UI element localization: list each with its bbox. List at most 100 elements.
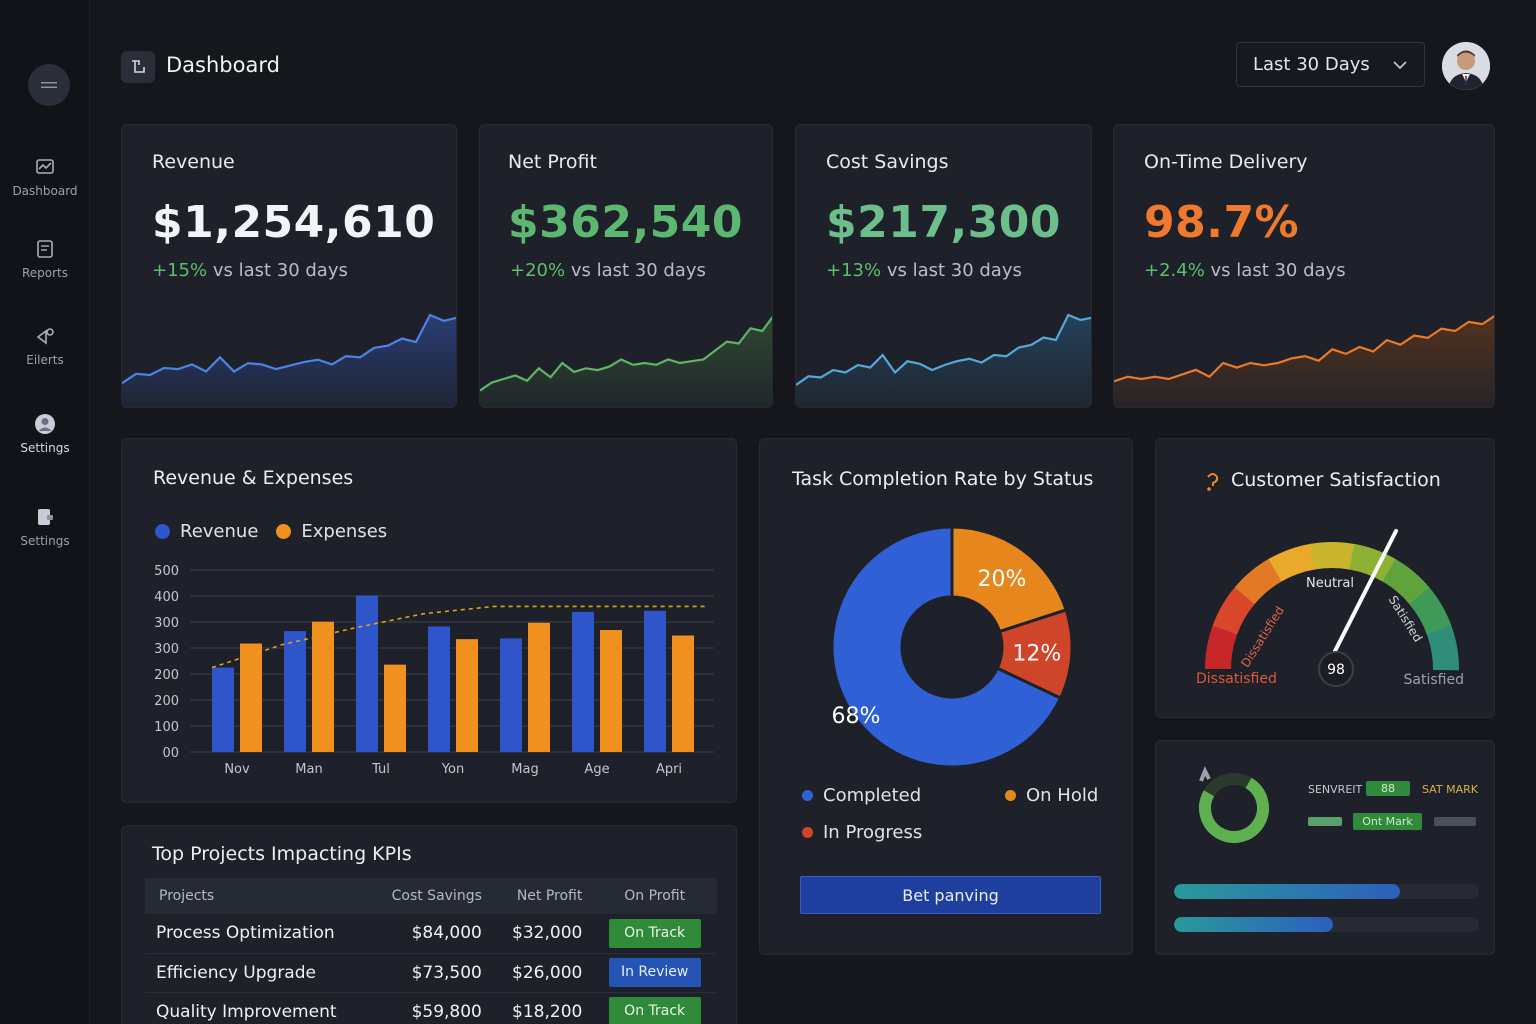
column-header: Cost Savings <box>369 878 492 914</box>
kpi-delta: +13% vs last 30 days <box>826 260 1022 281</box>
sidebar-item-dashboard[interactable]: Dashboard <box>0 156 90 198</box>
date-range-select[interactable]: Last 30 Days <box>1236 42 1425 87</box>
project-profit: $32,000 <box>491 914 593 954</box>
kpi-card-cost-savings: Cost Savings $217,300 +13% vs last 30 da… <box>795 124 1092 408</box>
column-header: Net Profit <box>491 878 593 914</box>
date-range-value: Last 30 Days <box>1253 54 1370 75</box>
gauge-segment <box>1268 543 1316 582</box>
bar-revenue <box>212 667 234 752</box>
kpi-delta: +15% vs last 30 days <box>152 260 348 281</box>
bar-expenses <box>600 630 622 752</box>
sparkline-line <box>122 313 456 385</box>
x-tick-label: Apri <box>656 762 682 777</box>
kpi-delta: +20% vs last 30 days <box>510 260 706 281</box>
progress-track-2 <box>1174 917 1479 932</box>
progress-ring <box>1199 766 1269 843</box>
kpi-title: Cost Savings <box>826 151 949 173</box>
project-savings: $73,500 <box>369 953 492 993</box>
kpi-title: Net Profit <box>508 151 597 173</box>
x-tick-label: Man <box>295 762 322 777</box>
trend-line <box>211 605 706 669</box>
donut-slice <box>950 525 1069 634</box>
y-tick-label: 200 <box>154 668 179 683</box>
menu-button[interactable] <box>28 64 70 106</box>
mini-bar-short <box>1308 817 1342 826</box>
legend-swatch <box>802 790 813 801</box>
sparkline-area <box>122 315 456 407</box>
legend-in-progress: In Progress <box>802 822 922 843</box>
sparkline-area <box>796 315 1091 407</box>
donut-label: 68% <box>832 704 881 729</box>
bar-expenses <box>240 643 262 752</box>
status-badge: In Review <box>608 958 701 987</box>
project-name: Efficiency Upgrade <box>145 953 370 993</box>
kpi-title: Revenue <box>152 151 235 173</box>
status-badge: On Track <box>608 997 701 1024</box>
kpi-card-on-time-delivery: On-Time Delivery 98.7% +2.4% vs last 30 … <box>1113 124 1495 408</box>
gauge-segment <box>1205 624 1238 669</box>
task-title: Task Completion Rate by Status <box>792 468 1094 490</box>
bar-chart: 00 100 200 200 300 300 400 500 Nov Man Tul Yon Mag Ag… <box>154 564 714 777</box>
y-tick-label: 200 <box>154 694 179 709</box>
mini-label: SENVREIT <box>1308 783 1363 796</box>
settings-icon <box>38 509 53 525</box>
kpi-sparkline <box>122 313 456 407</box>
table-row[interactable]: Efficiency Upgrade $73,500 $26,000 In Re… <box>145 953 717 993</box>
table-row[interactable]: Process Optimization $84,000 $32,000 On … <box>145 914 717 954</box>
kpi-delta-value: +2.4% <box>1144 260 1205 281</box>
alerts-icon <box>36 328 54 345</box>
task-action-button[interactable]: Bet panving <box>800 876 1101 914</box>
project-profit: $26,000 <box>491 953 593 993</box>
kpi-delta-value: +15% <box>152 260 208 281</box>
satisfaction-card: Customer Satisfaction Neutral Dissatisfie… <box>1155 438 1495 718</box>
sparkline-line <box>1114 315 1494 383</box>
sidebar-item-label: Reports <box>21 266 69 280</box>
gauge-segment <box>1382 559 1431 605</box>
sparkline-line <box>796 313 1091 386</box>
sparkline-area <box>1114 316 1494 407</box>
mini-stats-card: SENVREIT 88 SAT MARK Ont Mark <box>1155 740 1495 955</box>
page-title: Dashboard <box>166 53 280 77</box>
bar-expenses <box>528 622 550 752</box>
gauge-score: 98 <box>1327 662 1345 678</box>
sidebar-item-alerts[interactable]: Eilerts <box>0 325 90 367</box>
progress-track-1 <box>1174 884 1479 899</box>
kpi-card-net-profit: Net Profit $362,540 +20% vs last 30 days <box>479 124 773 408</box>
gauge-segment <box>1309 542 1356 570</box>
sidebar-item-label: Eilerts <box>26 353 64 367</box>
sidebar-item-label: Dashboard <box>12 184 78 198</box>
bar-revenue <box>356 595 378 752</box>
chart-legend: Revenue Expenses <box>155 521 387 542</box>
table-row[interactable]: Quality Improvement $59,800 $18,200 On T… <box>145 992 717 1024</box>
sidebar-item-profile-settings[interactable]: Settings <box>0 389 90 473</box>
gauge-segment <box>1409 587 1452 636</box>
mini-pill: Ont Mark <box>1353 813 1422 830</box>
y-tick-label: 300 <box>154 616 179 631</box>
gauge-segment <box>1234 558 1283 605</box>
legend-swatch <box>1005 790 1016 801</box>
sidebar-item-settings[interactable]: Settings <box>0 506 90 548</box>
reports-icon <box>37 240 53 258</box>
gauge-hub <box>1318 651 1354 687</box>
bar-expenses <box>672 635 694 752</box>
kpi-title: On-Time Delivery <box>1144 151 1308 173</box>
kpi-delta-text: vs last 30 days <box>207 260 348 281</box>
satisfaction-icon <box>1207 473 1219 491</box>
legend-label-revenue: Revenue <box>180 521 259 542</box>
chevron-down-icon <box>1393 60 1407 69</box>
avatar[interactable] <box>1442 42 1490 90</box>
kpi-sparkline <box>1114 315 1494 407</box>
profile-icon <box>35 414 55 434</box>
y-tick-label: 400 <box>154 590 179 605</box>
sidebar-item-reports[interactable]: Reports <box>0 238 90 280</box>
legend-label: Completed <box>823 785 922 806</box>
sidebar-item-label: Settings <box>20 534 70 548</box>
project-profit: $18,200 <box>491 992 593 1024</box>
app-logo <box>121 51 155 83</box>
project-savings: $84,000 <box>369 914 492 954</box>
status-badge: On Track <box>608 918 701 948</box>
gauge-segment <box>1212 586 1256 635</box>
y-tick-label: 100 <box>154 720 179 735</box>
gauge-segment <box>1426 625 1459 671</box>
